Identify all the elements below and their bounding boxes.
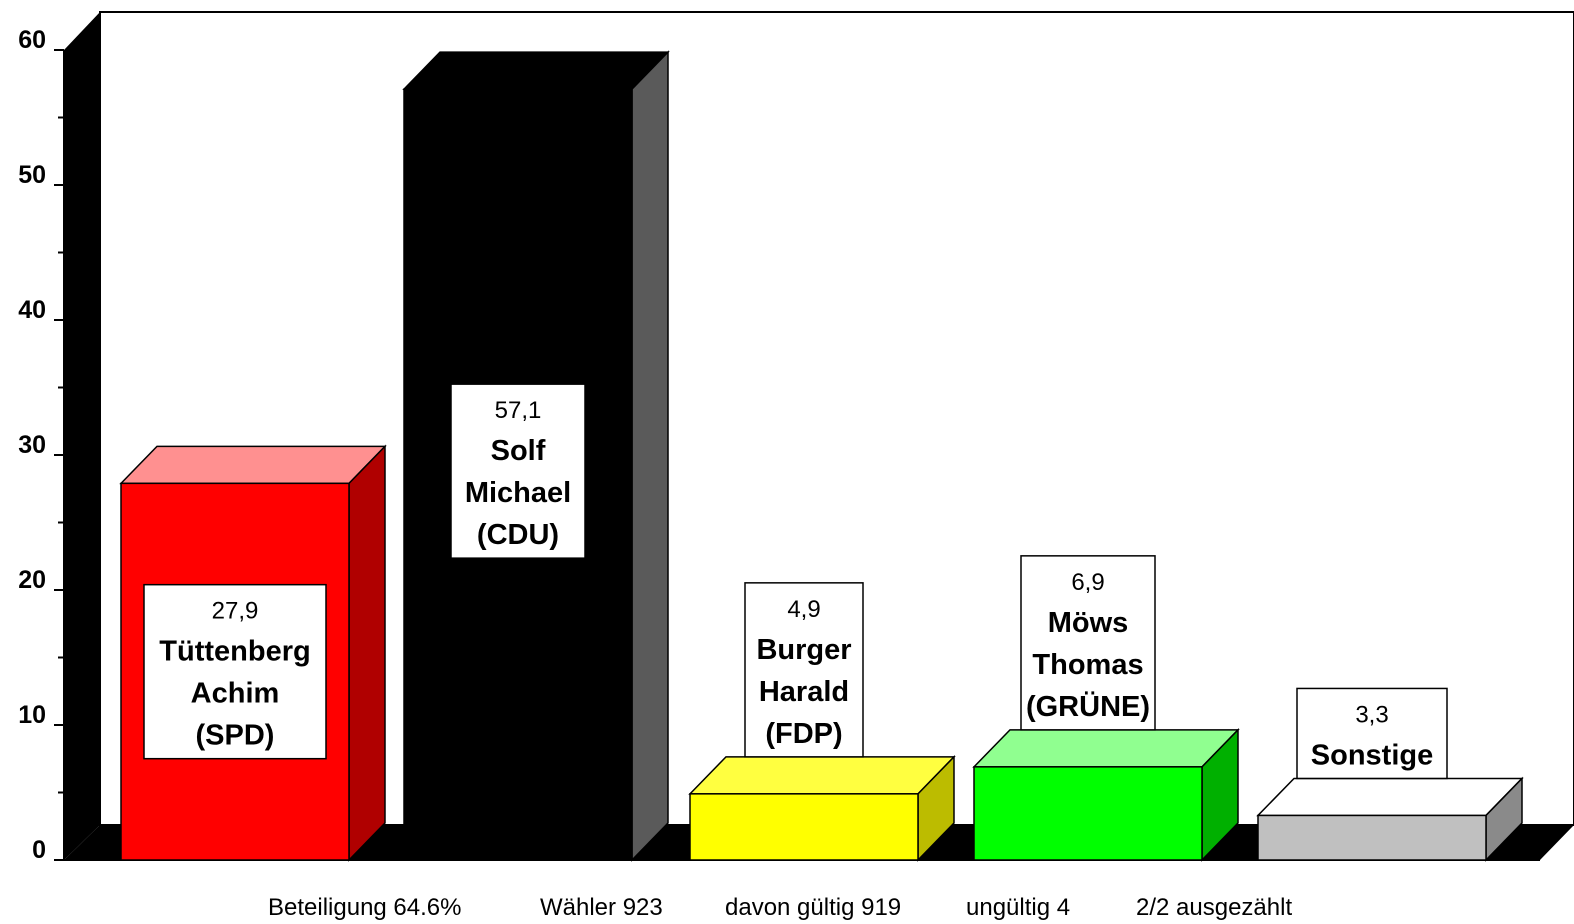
footer-stat: 2/2 ausgezählt <box>1136 894 1292 921</box>
bar-name-label: Harald <box>759 676 849 708</box>
label-box-bg <box>1020 555 1156 731</box>
bar-group <box>688 755 956 862</box>
bar-value-label: 6,9 <box>1071 569 1104 596</box>
footer-stat: Beteiligung 64.6% <box>268 894 461 921</box>
bar-name-label: Tüttenberg <box>159 636 310 668</box>
y-axis: 0 10 20 30 40 50 60 <box>18 26 64 864</box>
y-tick-label: 0 <box>32 836 46 864</box>
label-box-bg <box>450 383 586 559</box>
y-tick-label: 20 <box>18 566 46 594</box>
bar-value-label: 57,1 <box>495 397 542 424</box>
bar-name-label: (FDP) <box>765 718 842 750</box>
bar-labels: 27,9 Tüttenberg Achim (SPD) 57,1 Solf Michael (… <box>143 383 1448 780</box>
bar-name-label: (CDU) <box>477 519 559 551</box>
y-tick-label: 40 <box>18 296 46 324</box>
bar-value-label: 3,3 <box>1355 701 1388 728</box>
bar-name-label: Burger <box>756 634 851 666</box>
bar-top <box>1256 777 1524 817</box>
footer-stat: ungültig 4 <box>966 894 1070 921</box>
bar-name-label: (SPD) <box>196 720 275 752</box>
bar-name-label: Michael <box>465 477 571 509</box>
bar-label-box: 57,1 Solf Michael (CDU) <box>450 383 586 559</box>
bar-top <box>402 51 670 90</box>
bar-name-label: Möws <box>1048 607 1129 639</box>
bars <box>119 50 1524 862</box>
bar-name-label: Achim <box>191 678 280 710</box>
bar-group <box>1256 776 1524 862</box>
label-box-bg <box>143 583 327 760</box>
footer-stats: Beteiligung 64.6% Wähler 923 davon gültig … <box>268 894 1292 921</box>
label-box-bg <box>1296 687 1448 780</box>
bar-top <box>688 756 956 795</box>
y-tick-label: 60 <box>18 26 46 54</box>
bar-value-label: 4,9 <box>787 596 820 623</box>
bar <box>1257 814 1487 861</box>
footer-stat: davon gültig 919 <box>725 894 901 921</box>
bar-label-box: 27,9 Tüttenberg Achim (SPD) <box>143 583 327 760</box>
bar-label-box: 4,9 Burger Harald (FDP) <box>744 582 864 758</box>
y-tick-label: 30 <box>18 431 46 459</box>
bar-top <box>119 445 387 485</box>
bar <box>973 766 1203 861</box>
bar-value-label: 27,9 <box>212 598 259 625</box>
bar-name-label: Thomas <box>1032 649 1143 681</box>
bar-label-box: 3,3 Sonstige <box>1296 687 1448 780</box>
y-tick-label: 10 <box>18 701 46 729</box>
bar-group <box>972 728 1240 862</box>
bar-side <box>631 50 669 862</box>
bar <box>689 793 919 861</box>
bar-side <box>348 444 386 862</box>
bar-name-label: (GRÜNE) <box>1026 690 1150 723</box>
bar-label-box: 6,9 Möws Thomas (GRÜNE) <box>1020 555 1156 731</box>
bar-name-label: Solf <box>491 435 546 467</box>
bar-name-label: Sonstige <box>1311 739 1433 771</box>
left-wall <box>64 12 100 860</box>
label-box-bg <box>744 582 864 758</box>
footer-stat: Wähler 923 <box>540 894 663 921</box>
y-tick-label: 50 <box>18 161 46 189</box>
bar-top <box>972 729 1240 768</box>
